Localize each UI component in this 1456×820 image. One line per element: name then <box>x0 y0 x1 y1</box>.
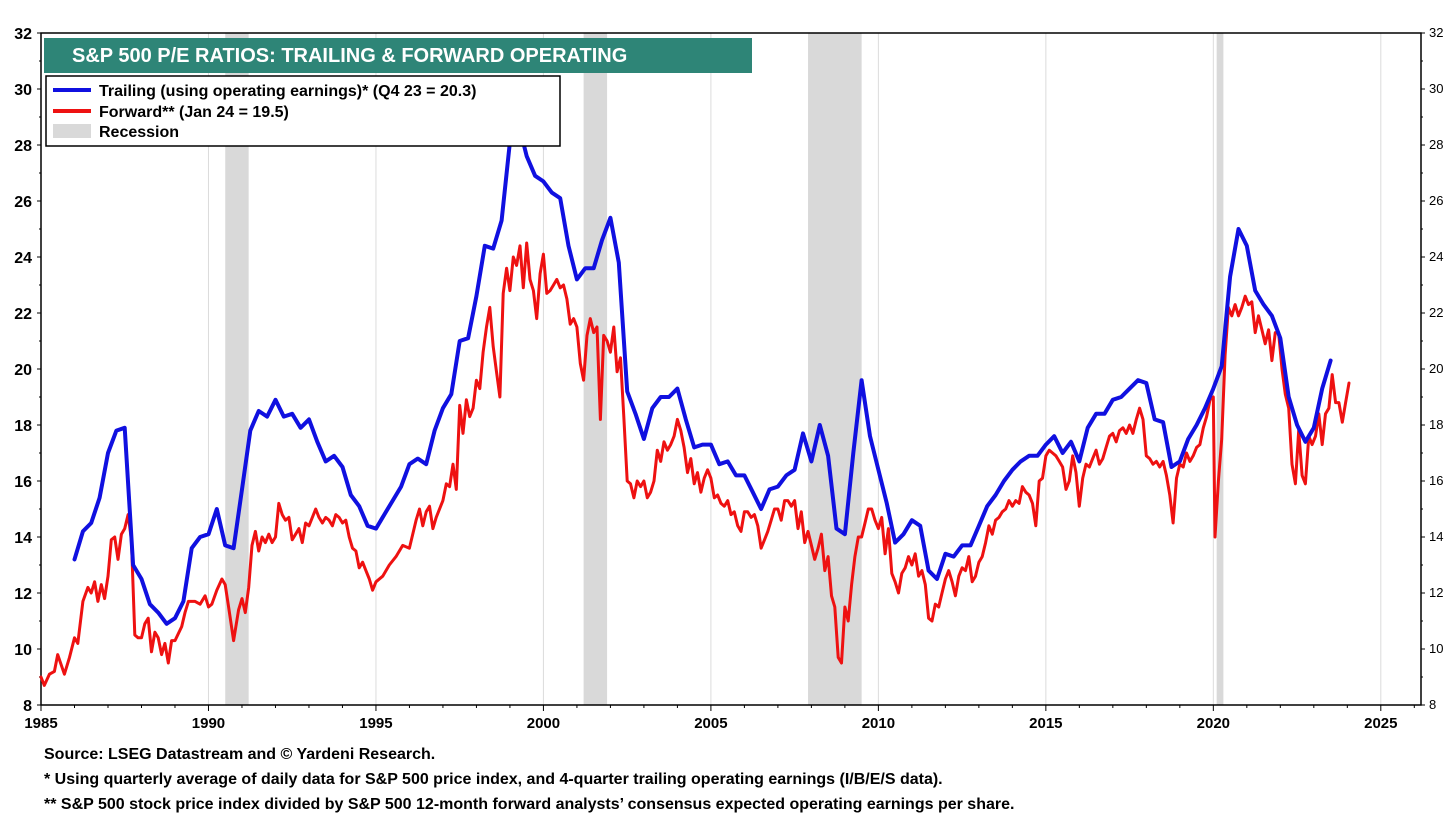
y-tick-label-right-20: 20 <box>1429 361 1443 376</box>
y-tick-label-right-12: 12 <box>1429 585 1443 600</box>
y-tick-label-right-10: 10 <box>1429 641 1443 656</box>
series-lines <box>39 120 1351 687</box>
y-tick-label-right-28: 28 <box>1429 137 1443 152</box>
x-tick-label-2005: 2005 <box>694 715 727 732</box>
x-tick-label-2010: 2010 <box>862 715 895 732</box>
recession-band-0 <box>225 33 249 705</box>
y-tick-label-right-8: 8 <box>1429 697 1436 712</box>
y-tick-label-left-22: 22 <box>14 306 32 323</box>
x-tick-label-2000: 2000 <box>527 715 560 732</box>
legend-label-forward: Forward** (Jan 24 = 19.5) <box>99 104 289 121</box>
legend-label-recession: Recession <box>99 124 179 141</box>
legend: Trailing (using operating earnings)* (Q4… <box>45 75 561 147</box>
y-tick-label-left-18: 18 <box>14 418 32 435</box>
y-tick-label-right-16: 16 <box>1429 473 1443 488</box>
y-tick-label-left-16: 16 <box>14 474 32 491</box>
footnote-source: Source: LSEG Datastream and © Yardeni Re… <box>44 746 436 763</box>
y-tick-label-left-26: 26 <box>14 194 32 211</box>
y-tick-label-left-28: 28 <box>14 138 32 155</box>
y-tick-label-left-10: 10 <box>14 642 32 659</box>
x-tick-label-1990: 1990 <box>192 715 225 732</box>
x-tick-label-2015: 2015 <box>1029 715 1062 732</box>
footnote-forward: ** S&P 500 stock price index divided by … <box>44 796 1015 813</box>
y-tick-label-right-32: 32 <box>1429 25 1443 40</box>
x-tick-label-1995: 1995 <box>359 715 392 732</box>
y-tick-label-right-26: 26 <box>1429 193 1443 208</box>
legend-swatch-recession <box>53 124 91 138</box>
vertical-gridlines <box>207 33 1382 705</box>
y-tick-label-left-24: 24 <box>14 250 32 267</box>
y-tick-label-left-14: 14 <box>14 530 32 547</box>
y-tick-label-right-30: 30 <box>1429 81 1443 96</box>
forward-pe-line <box>39 241 1351 687</box>
legend-label-trailing: Trailing (using operating earnings)* (Q4… <box>99 83 476 100</box>
chart-title-box: S&P 500 P/E RATIOS: TRAILING & FORWARD O… <box>44 38 752 73</box>
recession-band-1 <box>583 33 608 705</box>
x-tick-label-2020: 2020 <box>1197 715 1230 732</box>
y-tick-label-right-14: 14 <box>1429 529 1443 544</box>
y-tick-label-right-24: 24 <box>1429 249 1443 264</box>
y-tick-label-left-12: 12 <box>14 586 32 603</box>
chart-title: S&P 500 P/E RATIOS: TRAILING & FORWARD O… <box>72 45 627 67</box>
y-tick-label-right-18: 18 <box>1429 417 1443 432</box>
recession-band-2 <box>808 33 862 705</box>
y-tick-label-left-8: 8 <box>23 698 32 715</box>
y-tick-label-right-22: 22 <box>1429 305 1443 320</box>
trailing-pe-line <box>72 120 1333 626</box>
y-tick-label-left-20: 20 <box>14 362 32 379</box>
x-tick-label-1985: 1985 <box>24 715 57 732</box>
x-tick-label-2025: 2025 <box>1364 715 1397 732</box>
y-tick-label-left-30: 30 <box>14 82 32 99</box>
footnote-trailing: * Using quarterly average of daily data … <box>44 771 943 788</box>
y-tick-label-left-32: 32 <box>14 26 32 43</box>
